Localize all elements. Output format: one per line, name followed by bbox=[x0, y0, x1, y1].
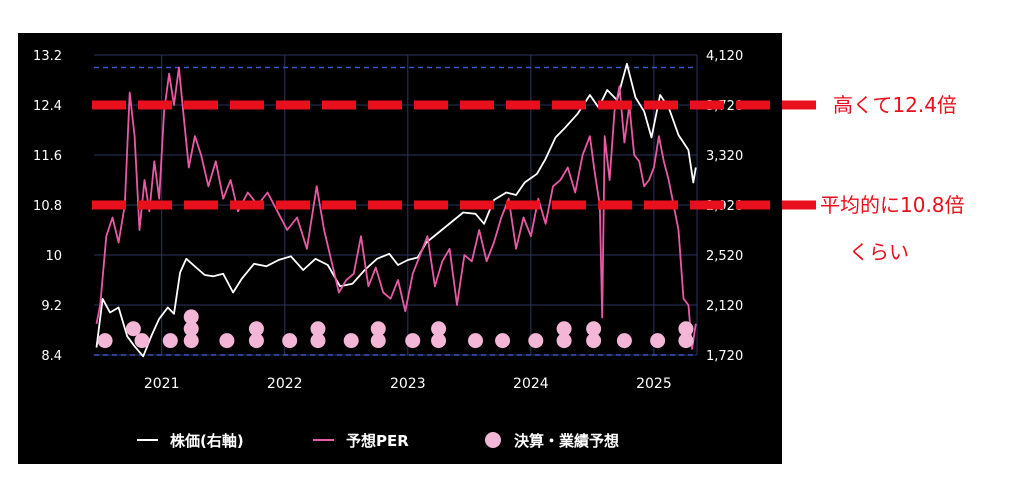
legend-label-per: 予想PER bbox=[346, 432, 409, 450]
earnings-marker bbox=[370, 321, 386, 337]
earnings-marker bbox=[310, 321, 326, 337]
earnings-marker bbox=[97, 333, 113, 349]
annotation-label: 高くて12.4倍 bbox=[833, 93, 957, 117]
y-right-tick-label: 2,120 bbox=[706, 299, 743, 314]
earnings-marker bbox=[556, 321, 572, 337]
earnings-marker bbox=[586, 333, 602, 349]
earnings-marker bbox=[678, 333, 694, 349]
earnings-marker bbox=[370, 333, 386, 349]
earnings-marker bbox=[616, 333, 632, 349]
earnings-marker bbox=[528, 333, 544, 349]
earnings-marker bbox=[556, 333, 572, 349]
earnings-marker bbox=[248, 333, 264, 349]
earnings-marker bbox=[431, 333, 447, 349]
earnings-marker bbox=[343, 333, 359, 349]
y-right-tick-label: 4,120 bbox=[706, 49, 743, 64]
x-tick-label: 2022 bbox=[267, 376, 303, 392]
y-right-tick-label: 2,520 bbox=[706, 249, 743, 264]
x-tick-label: 2023 bbox=[390, 376, 426, 392]
legend-label-price: 株価(右軸) bbox=[170, 432, 244, 450]
x-tick-label: 2021 bbox=[144, 376, 180, 392]
y-left-tick-label: 11.6 bbox=[33, 149, 62, 164]
earnings-marker bbox=[678, 321, 694, 337]
annotation-label-line2: くらい bbox=[849, 240, 909, 264]
legend: 株価(右軸) 予想PER 決算・業績予想 bbox=[137, 432, 619, 450]
earnings-marker bbox=[431, 321, 447, 337]
legend-marker-earnings bbox=[485, 432, 501, 448]
earnings-marker bbox=[405, 333, 421, 349]
earnings-marker bbox=[162, 333, 178, 349]
y-right-tick-label: 1,720 bbox=[706, 349, 743, 364]
chart-background bbox=[18, 33, 782, 464]
x-tick-label: 2024 bbox=[513, 376, 549, 392]
earnings-marker bbox=[495, 333, 511, 349]
y-left-tick-label: 13.2 bbox=[33, 49, 62, 64]
earnings-marker bbox=[586, 321, 602, 337]
earnings-marker bbox=[183, 333, 199, 349]
y-left-tick-label: 10.8 bbox=[33, 199, 62, 214]
earnings-marker bbox=[183, 321, 199, 337]
earnings-marker bbox=[310, 333, 326, 349]
series-layer bbox=[95, 62, 697, 358]
y-right-tick-label: 3,320 bbox=[706, 149, 743, 164]
y-left-tick-label: 12.4 bbox=[33, 99, 62, 114]
earnings-marker bbox=[134, 333, 150, 349]
forward-per-line bbox=[95, 66, 697, 350]
marker-layer bbox=[97, 309, 694, 349]
stock-price-line bbox=[95, 62, 697, 358]
y-left-tick-label: 8.4 bbox=[41, 349, 62, 364]
legend-label-earnings: 決算・業績予想 bbox=[514, 432, 619, 450]
earnings-marker bbox=[282, 333, 298, 349]
annotation-label: 平均的に10.8倍 bbox=[820, 193, 965, 217]
earnings-marker bbox=[125, 321, 141, 337]
earnings-marker bbox=[219, 333, 235, 349]
earnings-marker bbox=[467, 333, 483, 349]
earnings-marker bbox=[248, 321, 264, 337]
x-tick-label: 2025 bbox=[636, 376, 672, 392]
earnings-marker bbox=[650, 333, 666, 349]
y-left-tick-label: 10 bbox=[45, 249, 62, 264]
y-left-tick-label: 9.2 bbox=[41, 299, 62, 314]
earnings-marker bbox=[183, 309, 199, 325]
